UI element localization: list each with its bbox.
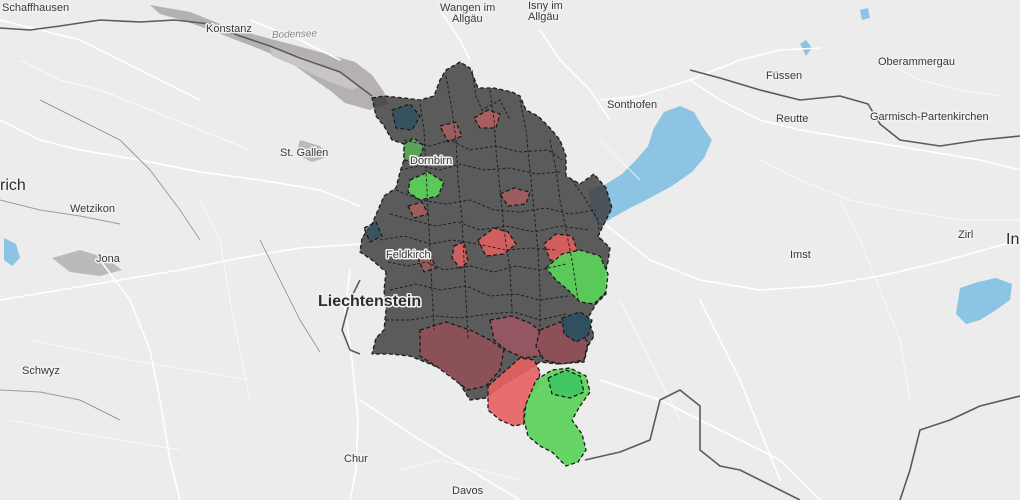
label-isny-2: Allgäu: [528, 11, 559, 23]
lake-forggensee: [588, 106, 712, 226]
label-zirl: Zirl: [958, 229, 973, 241]
regional-borders: [0, 99, 321, 421]
label-wetzikon: Wetzikon: [70, 203, 115, 215]
label-jona: Jona: [96, 253, 121, 265]
label-konstanz: Konstanz: [206, 23, 252, 35]
lake-small-4: [860, 8, 870, 20]
label-feldkirch: Feldkirch: [386, 249, 431, 261]
label-innsbruck: In: [1006, 231, 1019, 248]
region-teal-north[interactable]: [391, 103, 421, 131]
label-dornbirn: Dornbirn: [410, 155, 452, 167]
region-mauve-south-1[interactable]: [419, 321, 505, 391]
region-teal-east[interactable]: [561, 311, 593, 343]
region-red-large-south[interactable]: [487, 357, 541, 427]
urban-st-gallen: [296, 140, 330, 162]
region-green-west[interactable]: [407, 171, 445, 201]
label-zurich: rich: [0, 177, 26, 194]
choropleth-regions[interactable]: [359, 61, 613, 467]
label-isny-1: Isny im: [528, 0, 563, 12]
label-davos: Davos: [452, 485, 484, 497]
minor-roads: [9, 59, 1020, 481]
label-st-gallen: St. Gallen: [280, 147, 328, 159]
region-red-north-2[interactable]: [499, 187, 531, 207]
label-wangen-2: Allgäu: [452, 13, 483, 25]
label-liechtenstein: Liechtenstein: [318, 293, 421, 310]
border-at-it: [899, 395, 1020, 500]
border-at-ch-south: [584, 389, 801, 500]
urban-areas: [52, 140, 330, 276]
label-garmisch: Garmisch-Partenkirchen: [870, 111, 989, 123]
region-green-east[interactable]: [545, 249, 609, 305]
region-green-south-inner[interactable]: [547, 369, 585, 399]
label-fuessen: Füssen: [766, 70, 802, 82]
region-mauve-south-2[interactable]: [489, 315, 545, 359]
lakes: [4, 5, 1012, 324]
label-oberammergau: Oberammergau: [878, 56, 955, 68]
label-schaffhausen: Schaffhausen: [2, 2, 69, 14]
region-teal-west[interactable]: [363, 221, 383, 243]
border-de-at: [689, 69, 1020, 147]
lake-small-2: [4, 238, 20, 266]
label-chur: Chur: [344, 453, 368, 465]
lake-bodensee-water: [270, 46, 360, 90]
region-red-north-1[interactable]: [473, 109, 501, 129]
border-de-ch: [0, 19, 373, 97]
border-li: [341, 279, 361, 355]
country-borders: [0, 19, 1020, 500]
region-green-north[interactable]: [403, 137, 425, 163]
lake-small-1: [956, 278, 1012, 324]
label-wangen-1: Wangen im: [440, 2, 495, 14]
label-reutte: Reutte: [776, 113, 808, 125]
lake-bodensee: [150, 5, 388, 110]
municipality-boundaries: [379, 69, 601, 341]
label-sonthofen: Sonthofen: [607, 99, 657, 111]
label-bodensee: Bodensee: [272, 28, 318, 41]
label-schwyz: Schwyz: [22, 365, 60, 377]
region-red-north-3[interactable]: [439, 121, 463, 143]
label-imst: Imst: [790, 249, 811, 261]
roads: [0, 9, 1020, 500]
region-red-feldkirch[interactable]: [417, 253, 437, 273]
urban-wetzikon: [52, 250, 122, 276]
